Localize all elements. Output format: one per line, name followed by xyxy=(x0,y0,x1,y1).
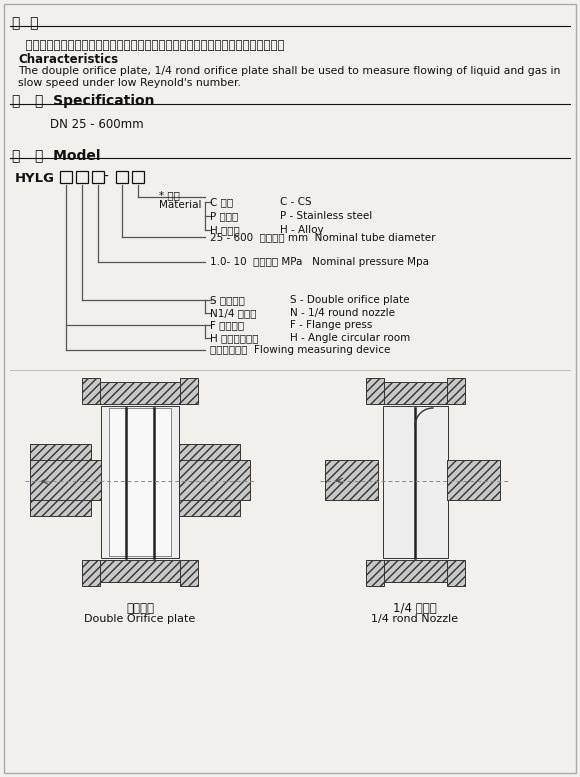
Bar xyxy=(101,406,179,558)
Text: Material: Material xyxy=(159,200,201,210)
Bar xyxy=(30,497,91,516)
Bar xyxy=(375,382,455,404)
Bar xyxy=(447,560,465,586)
Bar xyxy=(82,378,100,404)
Bar xyxy=(30,460,101,500)
Bar xyxy=(180,378,198,404)
Text: S 双重孔板: S 双重孔板 xyxy=(210,295,245,305)
Bar xyxy=(91,560,189,582)
Bar xyxy=(382,406,448,558)
Bar xyxy=(325,460,378,500)
Bar xyxy=(116,171,128,183)
Text: 1/4 rond Nozzle: 1/4 rond Nozzle xyxy=(371,614,459,624)
Text: 流量测量装置  Flowing measuring device: 流量测量装置 Flowing measuring device xyxy=(210,345,390,355)
Text: 双重孔板: 双重孔板 xyxy=(126,602,154,615)
Bar xyxy=(179,444,240,462)
Text: N1/4 圆喷嘴: N1/4 圆喷嘴 xyxy=(210,308,256,318)
Text: 特  点: 特 点 xyxy=(12,16,38,30)
Text: Double Orifice plate: Double Orifice plate xyxy=(84,614,195,624)
Text: H - Alloy: H - Alloy xyxy=(280,225,324,235)
Text: slow speed under low Reynold's number.: slow speed under low Reynold's number. xyxy=(18,78,241,88)
Text: 型   号  Model: 型 号 Model xyxy=(12,148,100,162)
Bar xyxy=(375,560,455,582)
Bar xyxy=(365,560,383,586)
Text: P - Stainless steel: P - Stainless steel xyxy=(280,211,372,221)
Text: 25 - 600  公称管径 mm  Nominal tube diameter: 25 - 600 公称管径 mm Nominal tube diameter xyxy=(210,232,436,242)
Bar xyxy=(91,382,189,404)
Bar xyxy=(447,460,500,500)
Text: 规   格  Specification: 规 格 Specification xyxy=(12,94,154,108)
Bar xyxy=(82,560,100,586)
Bar xyxy=(180,560,198,586)
Text: DN 25 - 600mm: DN 25 - 600mm xyxy=(50,118,144,131)
Text: 1.0- 10  公称压力 MPa   Nominal pressure Mpa: 1.0- 10 公称压力 MPa Nominal pressure Mpa xyxy=(210,257,429,267)
Text: 1/4 圆喷嘴: 1/4 圆喷嘴 xyxy=(393,602,437,615)
Text: Characteristics: Characteristics xyxy=(18,53,118,66)
Bar xyxy=(132,171,144,183)
Bar xyxy=(179,460,250,500)
Bar xyxy=(60,171,72,183)
Bar xyxy=(30,444,91,462)
Text: The douple orifice plate, 1/4 rond orifice plate shall be used to measure flowin: The douple orifice plate, 1/4 rond orifi… xyxy=(18,66,560,76)
Bar xyxy=(109,408,171,556)
Text: F 法兰取压: F 法兰取压 xyxy=(210,320,244,330)
Text: HYLG: HYLG xyxy=(15,172,55,185)
Bar xyxy=(76,171,88,183)
Bar xyxy=(447,378,465,404)
Text: H 合金钢: H 合金钢 xyxy=(210,225,240,235)
Text: C 碳钢: C 碳钢 xyxy=(210,197,233,207)
Bar xyxy=(92,171,104,183)
Text: C - CS: C - CS xyxy=(280,197,311,207)
Bar xyxy=(365,378,383,404)
Text: S - Double orifice plate: S - Double orifice plate xyxy=(290,295,409,305)
Text: -: - xyxy=(104,170,108,184)
Text: * 材质: * 材质 xyxy=(159,190,180,200)
Bar xyxy=(179,497,240,516)
Text: 适用低雷诺数状态下各种流量、广泛应用于各种流速较低的液体、气体的流量测量。: 适用低雷诺数状态下各种流量、广泛应用于各种流速较低的液体、气体的流量测量。 xyxy=(18,39,285,52)
Text: F - Flange press: F - Flange press xyxy=(290,320,372,330)
Text: H - Angle circular room: H - Angle circular room xyxy=(290,333,410,343)
Text: H 角接环室取压: H 角接环室取压 xyxy=(210,333,259,343)
Text: P 不锈钢: P 不锈钢 xyxy=(210,211,238,221)
Text: N - 1/4 round nozzle: N - 1/4 round nozzle xyxy=(290,308,395,318)
